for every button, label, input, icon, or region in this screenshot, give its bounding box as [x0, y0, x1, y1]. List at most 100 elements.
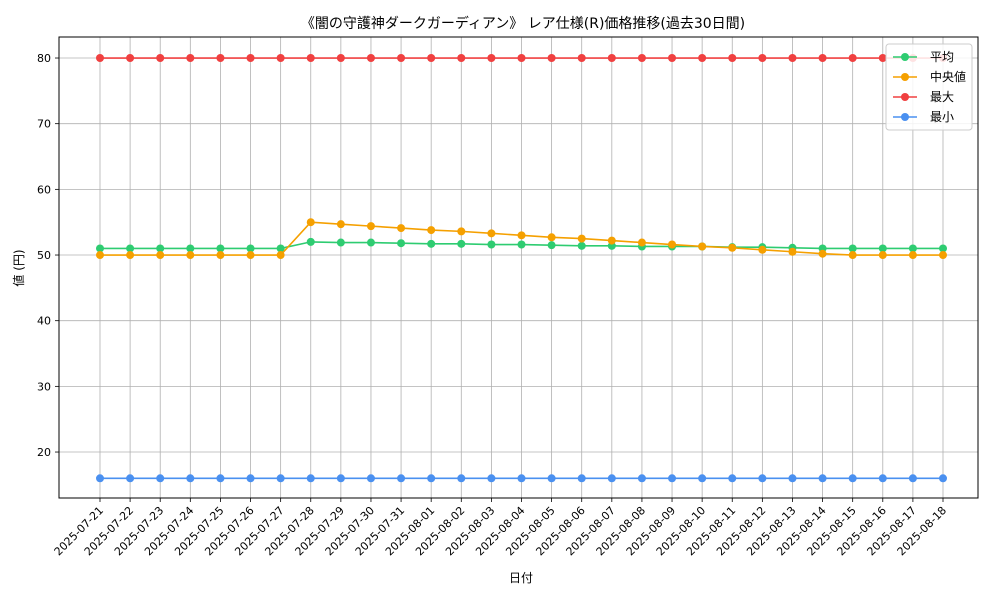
y-tick-label: 40	[37, 315, 51, 328]
data-point	[607, 54, 616, 63]
data-point	[186, 54, 195, 63]
data-point	[156, 251, 165, 260]
data-point	[216, 251, 225, 260]
legend-marker	[901, 53, 909, 61]
data-point	[397, 474, 406, 483]
y-tick-label: 30	[37, 380, 51, 393]
data-point	[366, 474, 375, 483]
data-point	[216, 474, 225, 483]
data-point	[908, 474, 917, 483]
data-point	[186, 474, 195, 483]
data-point	[427, 239, 436, 248]
data-point	[276, 244, 285, 253]
grid	[59, 37, 978, 498]
data-point	[186, 244, 195, 253]
data-point	[517, 474, 526, 483]
data-point	[848, 54, 857, 63]
data-point	[156, 244, 165, 253]
series-2	[96, 218, 947, 260]
data-point	[577, 474, 586, 483]
data-point	[276, 251, 285, 260]
data-point	[306, 474, 315, 483]
data-point	[96, 54, 104, 63]
y-tick-label: 50	[37, 249, 51, 262]
data-point	[818, 249, 827, 258]
data-point	[126, 54, 135, 63]
data-point	[547, 233, 556, 242]
data-point	[939, 244, 947, 253]
legend-label: 最大	[930, 90, 954, 104]
data-point	[126, 251, 135, 260]
data-point	[908, 251, 917, 260]
data-point	[668, 54, 677, 63]
data-point	[788, 247, 797, 256]
data-point	[487, 474, 496, 483]
series-4	[96, 474, 947, 483]
data-point	[607, 236, 616, 245]
data-point	[547, 241, 556, 250]
x-axis-label: 日付	[509, 571, 533, 585]
data-point	[577, 241, 586, 250]
data-point	[306, 54, 315, 63]
data-point	[306, 218, 315, 227]
data-point	[366, 54, 375, 63]
data-point	[457, 54, 466, 63]
data-point	[698, 54, 707, 63]
data-point	[246, 251, 255, 260]
series-3	[96, 54, 947, 63]
legend-box	[885, 43, 973, 131]
y-tick-label: 20	[37, 446, 51, 459]
legend-marker	[901, 93, 909, 101]
data-point	[156, 474, 165, 483]
data-point	[517, 240, 526, 249]
data-point	[758, 245, 767, 254]
data-point	[336, 54, 345, 63]
data-point	[878, 251, 887, 260]
y-tick-label: 80	[37, 52, 51, 65]
legend-label: 平均	[930, 50, 954, 64]
data-point	[758, 54, 767, 63]
data-point	[276, 54, 285, 63]
data-point	[487, 54, 496, 63]
data-point	[96, 474, 104, 483]
data-point	[728, 54, 737, 63]
y-tick-label: 60	[37, 183, 51, 196]
data-point	[216, 244, 225, 253]
data-point	[637, 54, 646, 63]
data-point	[457, 227, 466, 236]
data-point	[246, 244, 255, 253]
legend-label: 中央値	[930, 69, 966, 84]
legend-label: 最小	[930, 110, 954, 124]
y-tick-label: 70	[37, 118, 51, 131]
data-point	[637, 474, 646, 483]
data-point	[487, 229, 496, 238]
y-axis-label: 値 (円)	[11, 249, 26, 286]
data-point	[788, 474, 797, 483]
data-point	[216, 54, 225, 63]
data-point	[397, 224, 406, 233]
data-point	[547, 474, 556, 483]
data-point	[427, 54, 436, 63]
data-point	[758, 474, 767, 483]
data-point	[698, 242, 707, 251]
data-point	[939, 474, 947, 483]
data-point	[848, 474, 857, 483]
data-point	[788, 54, 797, 63]
data-point	[637, 238, 646, 247]
data-point	[818, 54, 827, 63]
data-point	[577, 234, 586, 243]
data-point	[427, 226, 436, 235]
data-point	[96, 251, 104, 260]
data-point	[336, 474, 345, 483]
data-point	[126, 244, 135, 253]
data-point	[577, 54, 586, 63]
data-point	[728, 243, 737, 252]
plot-frame	[58, 36, 979, 499]
legend-marker	[901, 73, 909, 81]
data-point	[547, 54, 556, 63]
data-point	[336, 220, 345, 229]
data-point	[366, 238, 375, 247]
data-point	[607, 474, 616, 483]
